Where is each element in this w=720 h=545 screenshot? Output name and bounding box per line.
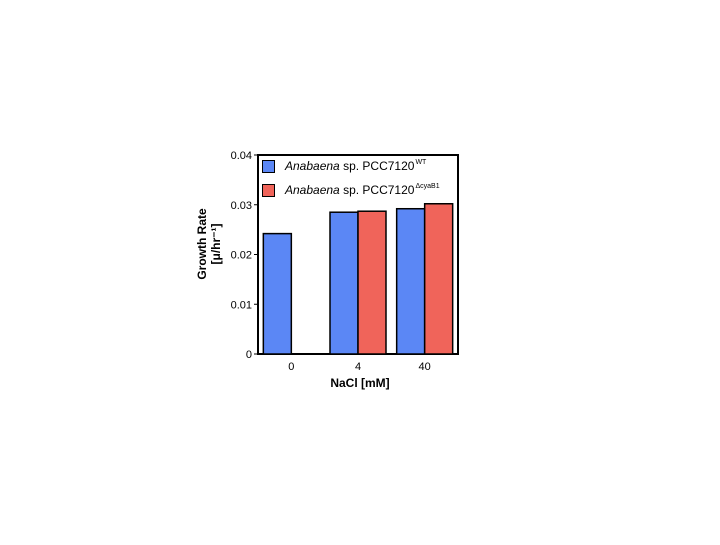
- y-tick-label-4: 0.04: [231, 150, 252, 162]
- legend-text-mutant: sp. PCC7120: [339, 183, 415, 197]
- legend-text-wt: sp. PCC7120: [339, 159, 415, 173]
- x-tick-label-2: 40: [419, 361, 431, 373]
- legend-sup-mutant: ΔcyaB1: [415, 183, 440, 190]
- y-axis-title-line1: Growth Rate: [195, 208, 209, 280]
- legend-item-wt: Anabaena sp. PCC7120WT: [262, 158, 426, 174]
- bar-1-2: [423, 203, 454, 355]
- x-tick-label-1: 4: [355, 361, 361, 373]
- legend-label-wt: Anabaena sp. PCC7120WT: [285, 159, 426, 173]
- bar-0-0: [262, 232, 293, 355]
- legend-swatch-mutant: [262, 183, 275, 197]
- x-axis-title: NaCl [mM]: [330, 376, 390, 390]
- y-tick-label-2: 0.02: [231, 250, 252, 262]
- y-axis-title-line2: [μ/hr⁻¹]: [209, 223, 223, 265]
- legend-sup-wt: WT: [415, 159, 427, 166]
- bar-0-2: [395, 207, 426, 355]
- bar-0-1: [329, 211, 359, 355]
- legend-label-mutant: Anabaena sp. PCC7120ΔcyaB1: [285, 183, 440, 197]
- legend-italic-mutant: Anabaena: [285, 183, 340, 197]
- y-axis-title: Growth Rate [μ/hr⁻¹]: [195, 208, 223, 279]
- legend-item-mutant: Anabaena sp. PCC7120ΔcyaB1: [262, 182, 440, 198]
- bar-1-1: [357, 210, 387, 355]
- legend-italic-wt: Anabaena: [285, 159, 340, 173]
- legend-swatch-wt: [262, 159, 275, 173]
- x-tick-label-0: 0: [288, 361, 294, 373]
- y-tick-label-1: 0.01: [231, 299, 252, 311]
- y-tick-label-3: 0.03: [231, 200, 252, 212]
- y-tick-label-0: 0: [246, 349, 252, 361]
